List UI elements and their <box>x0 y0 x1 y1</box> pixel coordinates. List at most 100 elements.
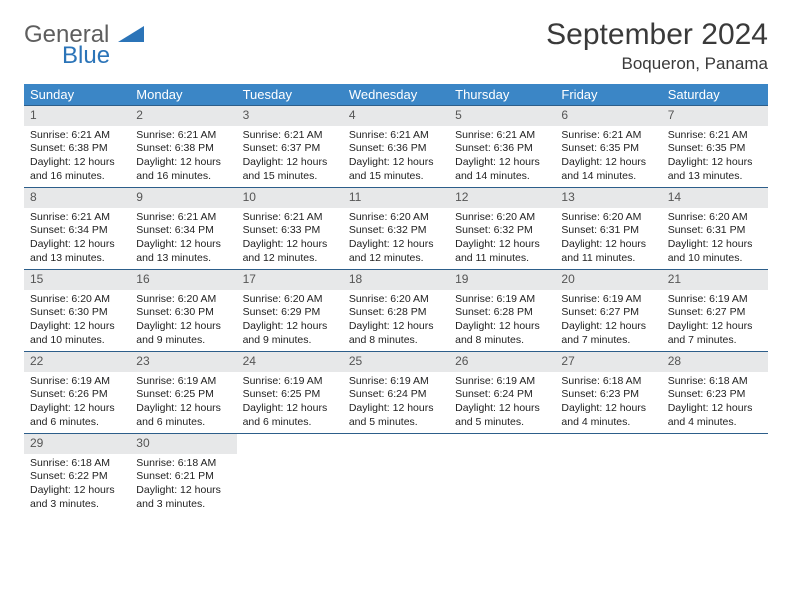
sunset-line: Sunset: 6:24 PM <box>349 388 443 402</box>
calendar-cell: 13Sunrise: 6:20 AMSunset: 6:31 PMDayligh… <box>555 188 661 270</box>
sunrise-line: Sunrise: 6:20 AM <box>30 293 124 307</box>
calendar-cell: 27Sunrise: 6:18 AMSunset: 6:23 PMDayligh… <box>555 352 661 434</box>
daylight-line: Daylight: 12 hours and 15 minutes. <box>349 156 443 183</box>
calendar-cell: 2Sunrise: 6:21 AMSunset: 6:38 PMDaylight… <box>130 106 236 188</box>
daylight-line: Daylight: 12 hours and 12 minutes. <box>243 238 337 265</box>
day-body: Sunrise: 6:20 AMSunset: 6:30 PMDaylight:… <box>24 290 130 350</box>
day-body: Sunrise: 6:20 AMSunset: 6:29 PMDaylight:… <box>237 290 343 350</box>
sunrise-line: Sunrise: 6:20 AM <box>455 211 549 225</box>
sunrise-line: Sunrise: 6:20 AM <box>243 293 337 307</box>
sunset-line: Sunset: 6:34 PM <box>30 224 124 238</box>
day-number: 5 <box>449 106 555 126</box>
sunrise-line: Sunrise: 6:21 AM <box>455 129 549 143</box>
day-header: Thursday <box>449 84 555 106</box>
day-number: 28 <box>662 352 768 372</box>
daylight-line: Daylight: 12 hours and 12 minutes. <box>349 238 443 265</box>
calendar-cell: 1Sunrise: 6:21 AMSunset: 6:38 PMDaylight… <box>24 106 130 188</box>
daylight-line: Daylight: 12 hours and 8 minutes. <box>349 320 443 347</box>
daylight-line: Daylight: 12 hours and 6 minutes. <box>243 402 337 429</box>
sunrise-line: Sunrise: 6:21 AM <box>668 129 762 143</box>
calendar-cell: 24Sunrise: 6:19 AMSunset: 6:25 PMDayligh… <box>237 352 343 434</box>
day-header: Tuesday <box>237 84 343 106</box>
day-header: Friday <box>555 84 661 106</box>
calendar-row: 29Sunrise: 6:18 AMSunset: 6:22 PMDayligh… <box>24 434 768 516</box>
sunset-line: Sunset: 6:32 PM <box>455 224 549 238</box>
calendar-cell: 22Sunrise: 6:19 AMSunset: 6:26 PMDayligh… <box>24 352 130 434</box>
day-number: 1 <box>24 106 130 126</box>
sunrise-line: Sunrise: 6:20 AM <box>349 293 443 307</box>
calendar-cell: 8Sunrise: 6:21 AMSunset: 6:34 PMDaylight… <box>24 188 130 270</box>
daylight-line: Daylight: 12 hours and 16 minutes. <box>30 156 124 183</box>
day-body: Sunrise: 6:18 AMSunset: 6:22 PMDaylight:… <box>24 454 130 514</box>
sunset-line: Sunset: 6:38 PM <box>30 142 124 156</box>
daylight-line: Daylight: 12 hours and 7 minutes. <box>668 320 762 347</box>
day-body: Sunrise: 6:19 AMSunset: 6:24 PMDaylight:… <box>449 372 555 432</box>
day-number: 29 <box>24 434 130 454</box>
calendar-cell: 17Sunrise: 6:20 AMSunset: 6:29 PMDayligh… <box>237 270 343 352</box>
sunrise-line: Sunrise: 6:21 AM <box>30 129 124 143</box>
sunrise-line: Sunrise: 6:19 AM <box>243 375 337 389</box>
calendar-row: 22Sunrise: 6:19 AMSunset: 6:26 PMDayligh… <box>24 352 768 434</box>
sunset-line: Sunset: 6:21 PM <box>136 470 230 484</box>
sunset-line: Sunset: 6:33 PM <box>243 224 337 238</box>
daylight-line: Daylight: 12 hours and 8 minutes. <box>455 320 549 347</box>
calendar-cell: 5Sunrise: 6:21 AMSunset: 6:36 PMDaylight… <box>449 106 555 188</box>
day-number: 24 <box>237 352 343 372</box>
day-body: Sunrise: 6:19 AMSunset: 6:27 PMDaylight:… <box>555 290 661 350</box>
calendar-cell: 9Sunrise: 6:21 AMSunset: 6:34 PMDaylight… <box>130 188 236 270</box>
day-header: Wednesday <box>343 84 449 106</box>
empty-cell <box>555 434 661 516</box>
day-number: 27 <box>555 352 661 372</box>
sunrise-line: Sunrise: 6:18 AM <box>561 375 655 389</box>
sunrise-line: Sunrise: 6:21 AM <box>243 211 337 225</box>
calendar-cell: 29Sunrise: 6:18 AMSunset: 6:22 PMDayligh… <box>24 434 130 516</box>
sunset-line: Sunset: 6:28 PM <box>349 306 443 320</box>
calendar-cell: 28Sunrise: 6:18 AMSunset: 6:23 PMDayligh… <box>662 352 768 434</box>
day-number: 15 <box>24 270 130 290</box>
sunset-line: Sunset: 6:26 PM <box>30 388 124 402</box>
day-number: 9 <box>130 188 236 208</box>
day-number: 6 <box>555 106 661 126</box>
calendar-cell: 23Sunrise: 6:19 AMSunset: 6:25 PMDayligh… <box>130 352 236 434</box>
daylight-line: Daylight: 12 hours and 3 minutes. <box>30 484 124 511</box>
day-body: Sunrise: 6:21 AMSunset: 6:38 PMDaylight:… <box>130 126 236 186</box>
sunset-line: Sunset: 6:31 PM <box>668 224 762 238</box>
day-header: Sunday <box>24 84 130 106</box>
day-header: Monday <box>130 84 236 106</box>
daylight-line: Daylight: 12 hours and 11 minutes. <box>455 238 549 265</box>
daylight-line: Daylight: 12 hours and 5 minutes. <box>349 402 443 429</box>
sunset-line: Sunset: 6:37 PM <box>243 142 337 156</box>
daylight-line: Daylight: 12 hours and 15 minutes. <box>243 156 337 183</box>
calendar-cell: 3Sunrise: 6:21 AMSunset: 6:37 PMDaylight… <box>237 106 343 188</box>
sunrise-line: Sunrise: 6:19 AM <box>30 375 124 389</box>
day-body: Sunrise: 6:19 AMSunset: 6:26 PMDaylight:… <box>24 372 130 432</box>
day-number: 3 <box>237 106 343 126</box>
day-body: Sunrise: 6:20 AMSunset: 6:32 PMDaylight:… <box>449 208 555 268</box>
day-number: 20 <box>555 270 661 290</box>
calendar-cell: 20Sunrise: 6:19 AMSunset: 6:27 PMDayligh… <box>555 270 661 352</box>
day-number: 25 <box>343 352 449 372</box>
sunrise-line: Sunrise: 6:19 AM <box>561 293 655 307</box>
daylight-line: Daylight: 12 hours and 10 minutes. <box>30 320 124 347</box>
calendar-cell: 14Sunrise: 6:20 AMSunset: 6:31 PMDayligh… <box>662 188 768 270</box>
day-body: Sunrise: 6:21 AMSunset: 6:38 PMDaylight:… <box>24 126 130 186</box>
calendar-body: 1Sunrise: 6:21 AMSunset: 6:38 PMDaylight… <box>24 106 768 516</box>
empty-cell <box>662 434 768 516</box>
sunset-line: Sunset: 6:25 PM <box>136 388 230 402</box>
sunrise-line: Sunrise: 6:18 AM <box>30 457 124 471</box>
logo-triangle-icon <box>118 24 144 42</box>
day-number: 2 <box>130 106 236 126</box>
sunset-line: Sunset: 6:23 PM <box>668 388 762 402</box>
calendar-head: SundayMondayTuesdayWednesdayThursdayFrid… <box>24 84 768 106</box>
calendar-cell: 18Sunrise: 6:20 AMSunset: 6:28 PMDayligh… <box>343 270 449 352</box>
sunrise-line: Sunrise: 6:20 AM <box>561 211 655 225</box>
daylight-line: Daylight: 12 hours and 4 minutes. <box>668 402 762 429</box>
day-body: Sunrise: 6:18 AMSunset: 6:21 PMDaylight:… <box>130 454 236 514</box>
sunrise-line: Sunrise: 6:21 AM <box>561 129 655 143</box>
day-number: 23 <box>130 352 236 372</box>
day-number: 4 <box>343 106 449 126</box>
sunset-line: Sunset: 6:29 PM <box>243 306 337 320</box>
title-block: September 2024 Boqueron, Panama <box>546 18 768 74</box>
day-body: Sunrise: 6:20 AMSunset: 6:30 PMDaylight:… <box>130 290 236 350</box>
daylight-line: Daylight: 12 hours and 3 minutes. <box>136 484 230 511</box>
